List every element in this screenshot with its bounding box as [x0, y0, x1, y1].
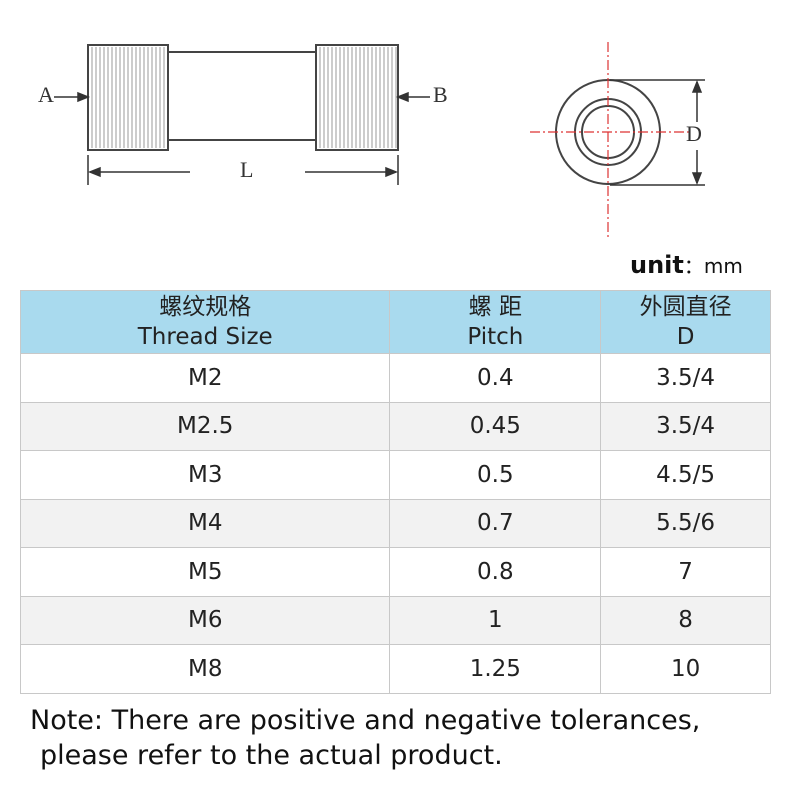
- table-row: M2.5 0.45 3.5/4: [19, 401, 771, 451]
- header-en: Thread Size: [137, 324, 273, 350]
- table-cell: M2: [19, 353, 391, 403]
- header-cell: 螺 距 Pitch: [389, 290, 602, 354]
- note-line: please refer to the actual product.: [40, 740, 503, 771]
- unit: unit：mm: [630, 250, 743, 279]
- table-cell: 7: [600, 547, 771, 597]
- unit-label: unit: [630, 251, 684, 279]
- table-row: M8 1.25 10: [19, 644, 771, 694]
- table-cell: 3.5/4: [600, 353, 771, 403]
- table-row: M2 0.4 3.5/4: [19, 353, 771, 403]
- spec-table: 螺纹规格 Thread Size 螺 距 Pitch 外圆直径 D M2 0.4 3.5/4 M…: [19, 290, 771, 694]
- table-cell: M4: [19, 498, 391, 548]
- header-zh: 外圆直径: [639, 294, 732, 320]
- table-row: M5 0.8 7: [19, 547, 771, 597]
- table-cell: M3: [19, 450, 391, 500]
- note: Note: There are positive and negative to…: [30, 703, 700, 773]
- table-cell: 8: [600, 595, 771, 645]
- table-cell: 4.5/5: [600, 450, 771, 500]
- table-row: M6 1 8: [19, 595, 771, 645]
- header-cell: 螺纹规格 Thread Size: [19, 290, 391, 354]
- label-a: A: [38, 82, 54, 107]
- table-cell: M6: [19, 595, 391, 645]
- header-zh: 螺纹规格: [159, 294, 252, 320]
- label-l: L: [240, 157, 253, 182]
- label-d: D: [686, 121, 702, 146]
- header-row: 螺纹规格 Thread Size 螺 距 Pitch 外圆直径 D: [19, 290, 771, 354]
- table-cell: 10: [600, 644, 771, 694]
- table-cell: 0.7: [389, 498, 602, 548]
- table-cell: 0.8: [389, 547, 602, 597]
- header-en: Pitch: [467, 324, 524, 350]
- table-cell: 0.4: [389, 353, 602, 403]
- table-cell: M2.5: [19, 401, 391, 451]
- table-row: M3 0.5 4.5/5: [19, 450, 771, 500]
- table-cell: 1.25: [389, 644, 602, 694]
- header-cell: 外圆直径 D: [600, 290, 771, 354]
- table-cell: M8: [19, 644, 391, 694]
- table-row: M4 0.7 5.5/6: [19, 498, 771, 548]
- label-b: B: [433, 82, 448, 107]
- table-cell: 5.5/6: [600, 498, 771, 548]
- table-cell: M5: [19, 547, 391, 597]
- table-cell: 0.5: [389, 450, 602, 500]
- header-zh: 螺 距: [468, 294, 522, 320]
- table-cell: 0.45: [389, 401, 602, 451]
- diagram: A B L D: [38, 42, 705, 240]
- table-cell: 3.5/4: [600, 401, 771, 451]
- unit-value: ：mm: [683, 254, 743, 278]
- table-cell: 1: [389, 595, 602, 645]
- note-line: Note: There are positive and negative to…: [30, 705, 701, 736]
- header-en: D: [676, 324, 695, 350]
